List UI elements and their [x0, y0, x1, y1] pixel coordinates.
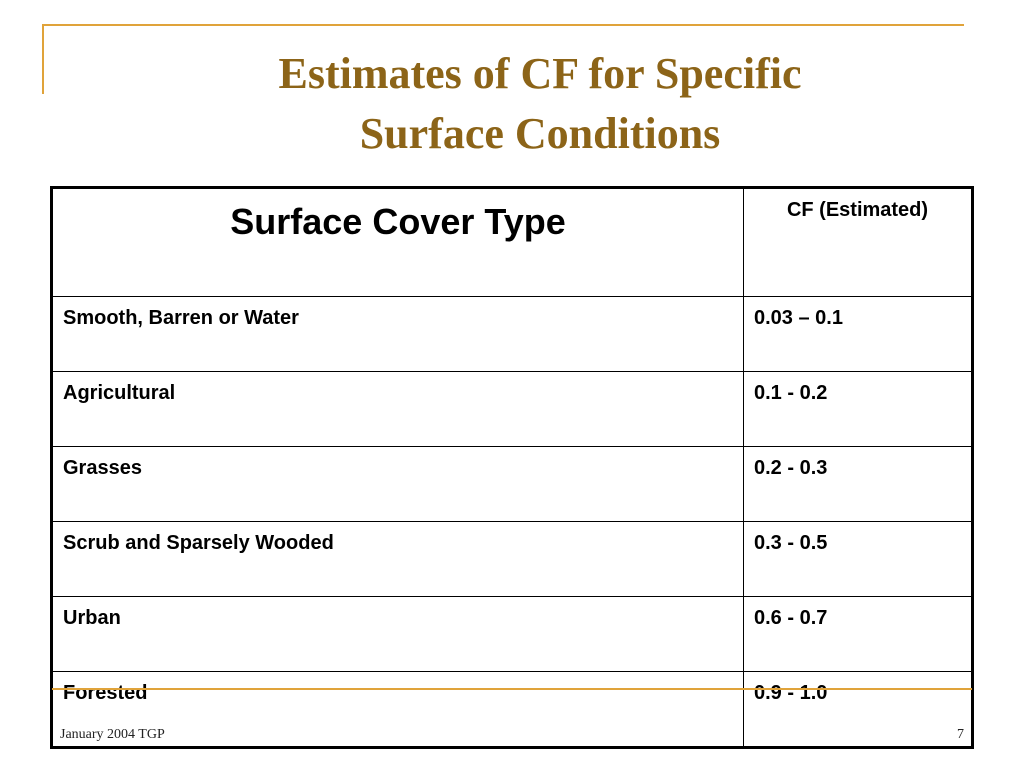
slide-title-line-2: Surface Conditions [359, 109, 721, 158]
cell-cf-value: 0.03 – 0.1 [743, 296, 973, 372]
slide-title-line-1: Estimates of CF for Specific [278, 49, 802, 98]
table-row: Urban 0.6 - 0.7 [51, 596, 973, 672]
cell-cf-value: 0.2 - 0.3 [743, 446, 973, 522]
cell-cf-value: 0.1 - 0.2 [743, 371, 973, 447]
table-row: Grasses 0.2 - 0.3 [51, 446, 973, 522]
footer-rule [52, 688, 972, 690]
surface-cf-table: Surface Cover Type CF (Estimated) Smooth… [50, 186, 974, 749]
frame-left-rule [42, 24, 44, 94]
cell-surface-type: Forested [51, 671, 744, 748]
frame-top-rule [42, 24, 964, 26]
page-number: 7 [957, 727, 964, 742]
header-cf-estimated-label: CF (Estimated) [786, 199, 929, 221]
cell-surface-type: Agricultural [51, 371, 744, 447]
cell-surface-type: Smooth, Barren or Water [51, 296, 744, 372]
cell-cf-value: 0.6 - 0.7 [743, 596, 973, 672]
table-row: Agricultural 0.1 - 0.2 [51, 371, 973, 447]
cell-cf-value: 0.9 - 1.0 [743, 671, 973, 748]
cell-surface-type: Scrub and Sparsely Wooded [51, 521, 744, 597]
cell-surface-type: Grasses [51, 446, 744, 522]
cell-surface-type: Urban [51, 596, 744, 672]
footer-date-author: January 2004 TGP [60, 727, 165, 742]
cell-cf-value: 0.3 - 0.5 [743, 521, 973, 597]
table-row: Forested 0.9 - 1.0 [51, 671, 973, 748]
table-row: Smooth, Barren or Water 0.03 – 0.1 [51, 296, 973, 372]
header-cf-estimated: CF (Estimated) [743, 187, 973, 297]
header-surface-cover-type: Surface Cover Type [51, 187, 744, 297]
table-header-row: Surface Cover Type CF (Estimated) [51, 187, 973, 297]
table-row: Scrub and Sparsely Wooded 0.3 - 0.5 [51, 521, 973, 597]
slide-title: Estimates of CF for Specific Surface Con… [150, 44, 930, 164]
